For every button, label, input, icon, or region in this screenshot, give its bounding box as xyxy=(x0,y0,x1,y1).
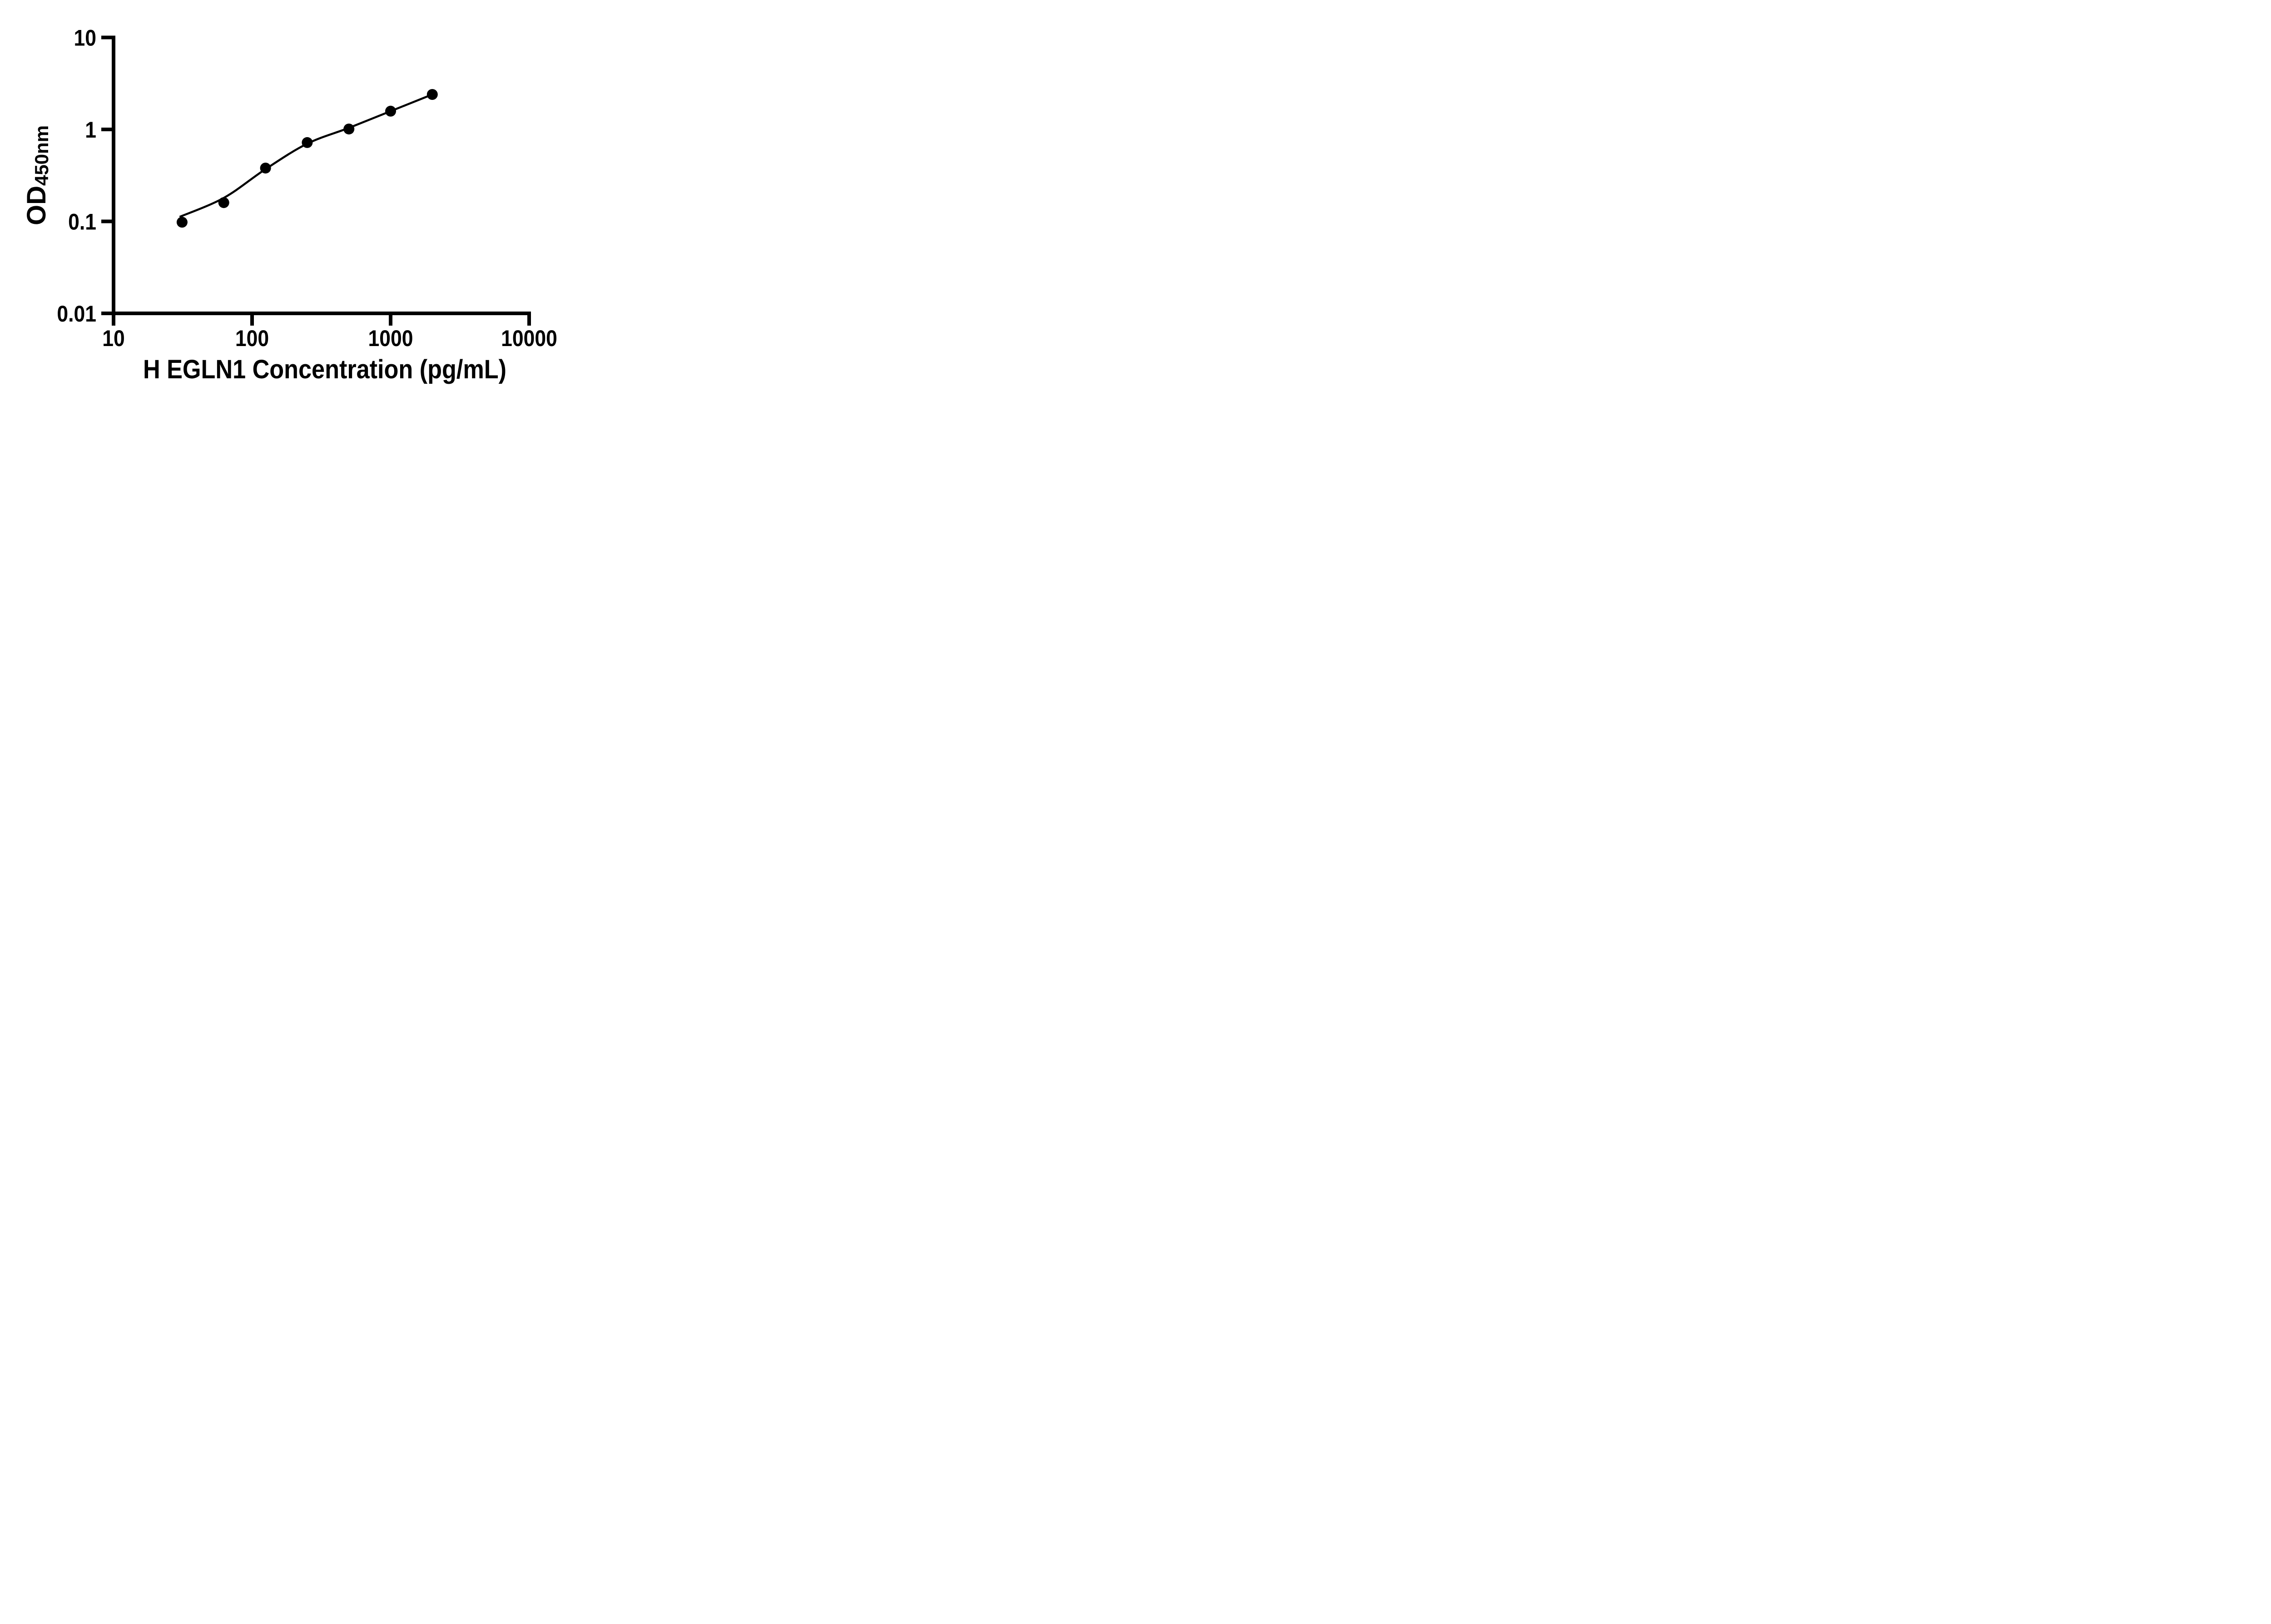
y-axis-title-main: OD xyxy=(22,186,51,225)
chart-canvas: 10 100 1000 10000 10 1 0.1 0.01 H EGLN1 Concentr… xyxy=(0,0,587,406)
data-point xyxy=(176,217,188,228)
data-point xyxy=(218,197,229,208)
data-point xyxy=(260,163,271,174)
y-tick-label: 1 xyxy=(85,118,96,143)
y-tick-label: 0.01 xyxy=(57,302,96,327)
x-axis-title: H EGLN1 Concentration (pg/mL) xyxy=(143,354,506,384)
data-point xyxy=(302,137,313,148)
y-axis-title-subscript: 450nm xyxy=(31,125,52,186)
x-tick-label: 100 xyxy=(235,326,269,352)
y-tick-label: 0.1 xyxy=(68,209,96,235)
elisa-standard-curve-figure: 10 100 1000 10000 10 1 0.1 0.01 H EGLN1 Concentr… xyxy=(0,0,587,406)
y-axis-title: OD450nm xyxy=(22,125,52,225)
chart-background xyxy=(0,0,587,406)
data-point xyxy=(343,124,355,135)
x-tick-label: 10000 xyxy=(501,326,557,352)
data-point xyxy=(385,105,396,117)
x-tick-label: 10 xyxy=(102,326,124,352)
y-tick-label: 10 xyxy=(74,25,96,51)
data-point xyxy=(426,89,438,100)
x-tick-label: 1000 xyxy=(368,326,413,352)
